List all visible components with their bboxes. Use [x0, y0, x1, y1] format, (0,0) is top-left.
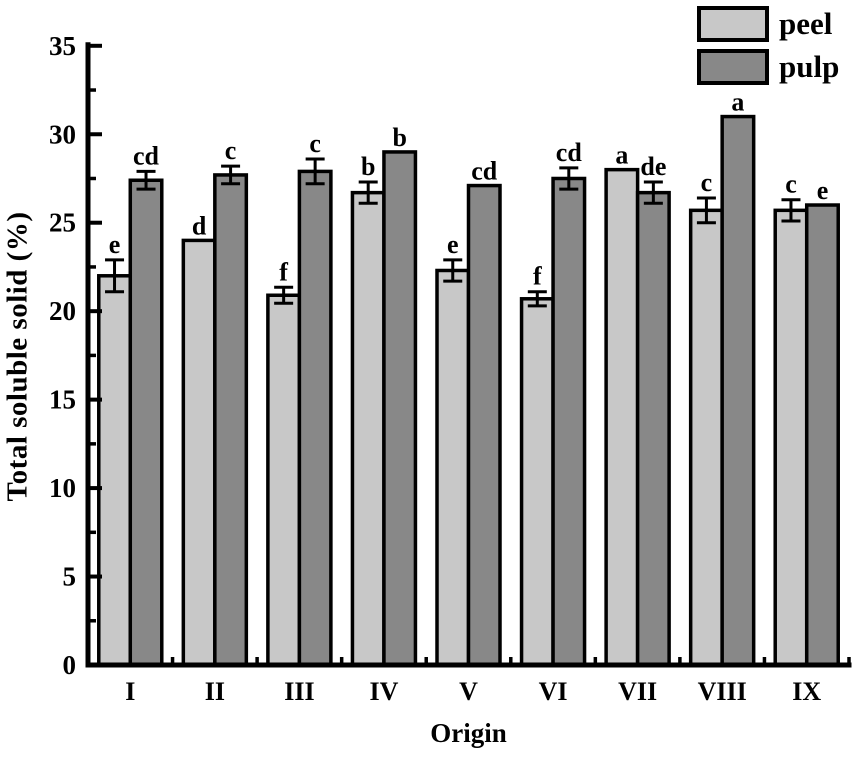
- sig-letter-peel-III: f: [279, 257, 288, 286]
- sig-letter-peel-IX: c: [785, 170, 797, 199]
- x-tick-label-V: V: [459, 677, 478, 706]
- x-tick-label-II: II: [205, 677, 225, 706]
- bar-group-IV: bb: [350, 123, 418, 667]
- x-tick-label-VI: VI: [539, 677, 568, 706]
- x-tick-label-III: III: [284, 677, 314, 706]
- bar-pulp-V: [466, 183, 502, 667]
- sig-letter-pulp-II: c: [225, 136, 237, 165]
- legend-swatch-pulp: [697, 48, 769, 85]
- y-tick-label-0: 0: [63, 650, 77, 680]
- bar-peel-V: [435, 268, 471, 667]
- bar-group-VIII: ca: [688, 88, 756, 667]
- bar-peel-VI: [519, 297, 555, 667]
- bar-pulp-VI: [551, 176, 587, 667]
- x-tick-label-I: I: [125, 677, 135, 706]
- bar-peel-II: [181, 238, 217, 667]
- y-axis-title: Total soluble solid (%): [1, 211, 34, 502]
- bar-group-I: e cd: [97, 141, 164, 667]
- sig-letter-peel-I: e: [109, 230, 121, 259]
- y-tick-label-5: 5: [63, 562, 77, 592]
- x-tick-label-VIII: VIII: [698, 677, 747, 706]
- bar-group-VI: f cd: [519, 138, 587, 667]
- sig-letter-peel-V: e: [447, 230, 459, 259]
- bar-pulp-IX: [804, 203, 840, 667]
- y-tick-label-35: 35: [49, 31, 76, 61]
- y-tick-label-25: 25: [49, 208, 76, 238]
- legend-label-pulp: pulp: [779, 49, 840, 84]
- bar-group-III: fc: [266, 129, 333, 667]
- sig-letter-peel-II: d: [192, 211, 207, 240]
- bar-group-II: dc: [181, 136, 249, 667]
- sig-letter-pulp-IX: e: [817, 176, 829, 205]
- bar-pulp-II: [213, 173, 249, 667]
- sig-letter-peel-IV: b: [361, 152, 375, 181]
- sig-letter-pulp-V: cd: [471, 157, 498, 186]
- legend-label-peel: peel: [779, 6, 833, 41]
- sig-letter-pulp-III: c: [309, 129, 321, 158]
- sig-letter-peel-VI: f: [533, 262, 542, 291]
- x-axis-title: Origin: [430, 718, 507, 748]
- x-tick-label-IX: IX: [792, 677, 821, 706]
- sig-letter-pulp-I: cd: [133, 141, 160, 170]
- legend-swatch-peel: [697, 5, 769, 42]
- y-tick-label-30: 30: [49, 119, 76, 149]
- y-tick-label-15: 15: [49, 385, 76, 415]
- bar-group-V: e cd: [435, 157, 502, 667]
- bar-pulp-I: [128, 178, 164, 667]
- bar-pulp-III: [297, 169, 333, 667]
- sig-letter-peel-VII: a: [615, 141, 628, 170]
- y-tick-label-20: 20: [49, 296, 76, 326]
- x-tick-label-VII: VII: [618, 677, 657, 706]
- bar-peel-VII: [604, 167, 640, 667]
- bar-peel-IV: [350, 190, 386, 667]
- bar-peel-III: [266, 293, 302, 667]
- legend: peel pulp: [697, 5, 839, 91]
- bar-peel-I: [97, 274, 133, 667]
- bar-pulp-VIII: [720, 114, 756, 667]
- sig-letter-pulp-VIII: a: [731, 88, 744, 117]
- sig-letter-peel-VIII: c: [701, 168, 713, 197]
- legend-row-pulp: pulp: [697, 48, 839, 85]
- sig-letter-pulp-IV: b: [392, 123, 406, 152]
- y-tick-label-10: 10: [49, 473, 76, 503]
- bar-group-VII: a de: [604, 141, 671, 667]
- bar-peel-VIII: [688, 208, 724, 667]
- bar-pulp-IV: [382, 150, 418, 667]
- x-tick-label-IV: IV: [369, 677, 398, 706]
- sig-letter-pulp-VI: cd: [556, 138, 583, 167]
- sig-letter-pulp-VII: de: [640, 152, 666, 181]
- legend-row-peel: peel: [697, 5, 839, 42]
- bar-peel-IX: [773, 208, 809, 667]
- bar-pulp-VII: [635, 190, 671, 667]
